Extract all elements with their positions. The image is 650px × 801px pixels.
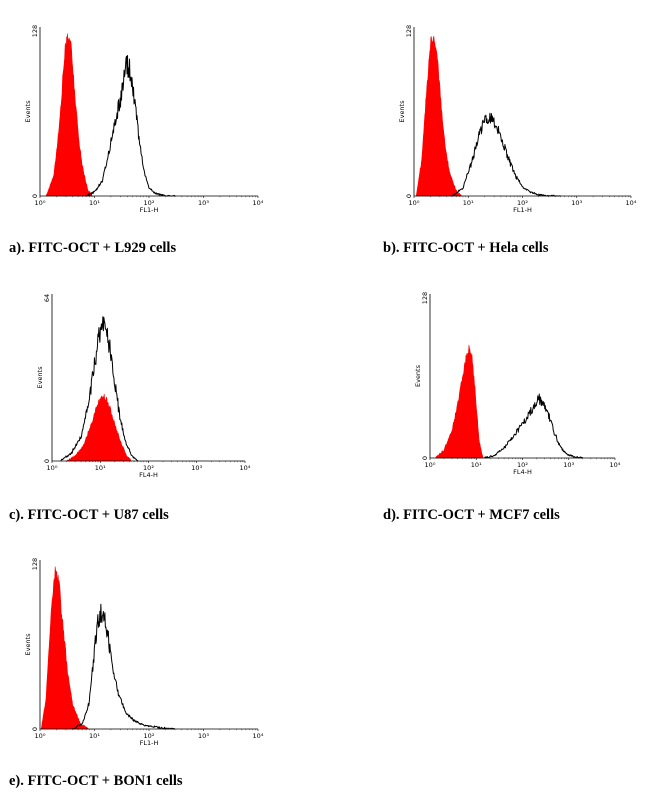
x-tick-label-c: 10¹ — [95, 464, 106, 472]
x-tick-label-b: 10¹ — [463, 199, 474, 207]
x-tick-label-c: 10⁴ — [240, 464, 251, 472]
x-axis-label-b: FL1-H — [513, 206, 532, 214]
axis-frame-c — [51, 294, 245, 462]
x-tick-label-b: 10⁰ — [409, 199, 420, 207]
x-tick-label-d: 10¹ — [471, 461, 482, 469]
x-tick-label-a: 10³ — [198, 199, 209, 207]
histogram-control-a — [45, 33, 93, 197]
y-tick-label-c: 0 — [43, 459, 51, 463]
histogram-control-c — [66, 393, 133, 462]
x-tick-label-e: 10² — [144, 732, 155, 740]
y-axis-label-c: Events — [36, 366, 44, 389]
y-axis-label-e: Events — [24, 633, 32, 656]
x-tick-label-e: 10³ — [198, 732, 209, 740]
caption-b: b). FITC-OCT + Hela cells — [383, 240, 549, 256]
x-tick-label-a: 10⁴ — [253, 199, 264, 207]
y-tick-label-e: 0 — [31, 727, 39, 731]
x-tick-label-d: 10³ — [563, 461, 574, 469]
y-tick-label-a: 128 — [31, 25, 39, 37]
y-tick-label-d: 0 — [421, 456, 429, 460]
caption-d: d). FITC-OCT + MCF7 cells — [383, 507, 560, 523]
caption-c: c). FITC-OCT + U87 cells — [9, 507, 169, 523]
histogram-panel-b: 10⁰ 10¹ 10² 10³ 10⁴ 0 128 FL1-H Events — [398, 25, 637, 214]
x-tick-label-a: 10² — [144, 199, 155, 207]
x-tick-label-d: 10⁰ — [425, 461, 436, 469]
histogram-sample-c — [60, 316, 139, 462]
histogram-panel-e: 10⁰ 10¹ 10² 10³ 10⁴ 0 128 FL1-H Events — [24, 558, 264, 747]
y-tick-label-e: 128 — [31, 558, 39, 570]
x-tick-label-a: 10⁰ — [35, 199, 46, 207]
x-tick-label-a: 10¹ — [89, 199, 100, 207]
x-tick-label-e: 10⁴ — [253, 732, 264, 740]
x-tick-label-d: 10⁴ — [610, 461, 621, 469]
x-axis-label-a: FL1-H — [140, 206, 159, 214]
x-tick-label-c: 10² — [143, 464, 154, 472]
caption-a: a). FITC-OCT + L929 cells — [9, 240, 177, 256]
histogram-control-e — [40, 566, 90, 730]
histogram-panel-a: 10⁰ 10¹ 10² 10³ 10⁴ 0 128 FL1-H Events — [24, 25, 264, 214]
y-tick-label-a: 0 — [31, 194, 39, 198]
y-axis-label-d: Events — [414, 364, 422, 387]
y-axis-label-a: Events — [24, 100, 32, 123]
y-tick-label-b: 128 — [405, 25, 413, 37]
x-tick-label-b: 10³ — [571, 199, 582, 207]
histogram-sample-e — [72, 603, 176, 730]
histogram-panel-c: 10⁰ 10¹ 10² 10³ 10⁴ 0 64 FL4-H Events — [36, 294, 251, 479]
y-axis-label-b: Events — [398, 100, 406, 123]
histogram-sample-b — [451, 112, 561, 197]
histogram-sample-d — [483, 393, 584, 459]
y-tick-label-b: 0 — [405, 194, 413, 198]
x-tick-label-e: 10¹ — [89, 732, 100, 740]
x-tick-label-c: 10⁰ — [47, 464, 58, 472]
x-axis-label-e: FL1-H — [140, 739, 159, 747]
x-tick-label-d: 10² — [517, 461, 528, 469]
histogram-control-d — [434, 344, 484, 459]
x-axis-label-c: FL4-H — [139, 471, 158, 479]
histogram-sample-a — [85, 55, 176, 197]
y-tick-label-d: 128 — [421, 292, 429, 304]
caption-e: e). FITC-OCT + BON1 cells — [9, 773, 183, 789]
x-tick-label-c: 10³ — [191, 464, 202, 472]
histogram-panel-d: 10⁰ 10¹ 10² 10³ 10⁴ 0 128 FL4-H Events — [414, 292, 621, 476]
y-tick-label-c: 64 — [43, 294, 51, 302]
x-axis-label-d: FL4-H — [513, 468, 532, 476]
x-tick-label-b: 10⁴ — [626, 199, 637, 207]
x-tick-label-e: 10⁰ — [35, 732, 46, 740]
histogram-control-b — [415, 35, 462, 197]
x-tick-label-b: 10² — [517, 199, 528, 207]
